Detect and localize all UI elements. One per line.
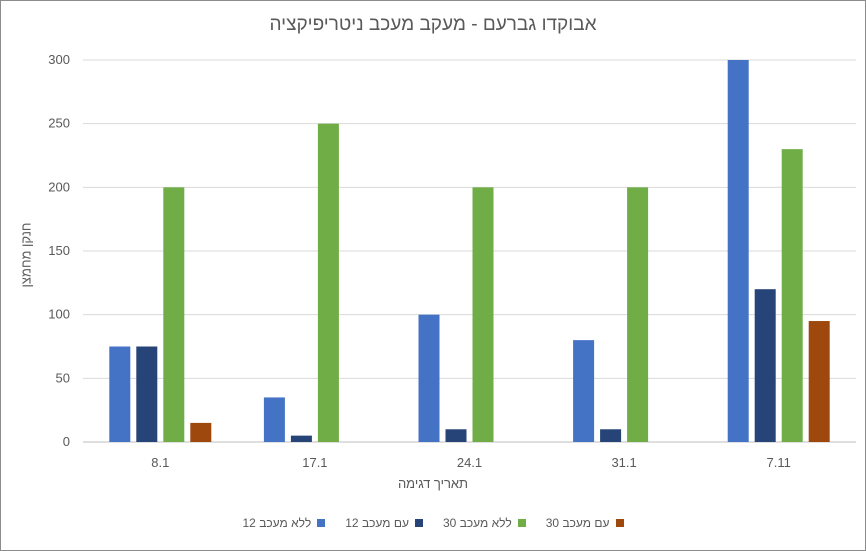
legend-swatch [415, 519, 423, 527]
chart-title: אבוקדו גברעם - מעקב מעכב ניטריפיקציה [269, 14, 597, 35]
y-tick-label: 50 [56, 370, 70, 385]
bar [418, 314, 440, 442]
legend-label: עם מעכב 30 [545, 516, 610, 530]
bar [290, 435, 312, 442]
y-tick-label: 150 [48, 243, 70, 258]
x-tick-label: 8.1 [151, 455, 169, 470]
bar [627, 187, 649, 442]
legend-item: ללא מעכב 12 [243, 516, 326, 530]
bar [573, 340, 595, 442]
bar [136, 346, 158, 442]
legend-swatch [517, 519, 526, 527]
bar [445, 429, 467, 442]
x-tick-label: 7.11 [767, 455, 791, 470]
legend-label: ללא מעכב 12 [242, 516, 312, 530]
bar [808, 321, 830, 442]
legend-item: עם מעכב 12 [345, 516, 423, 530]
x-axis-label: תאריך דגימה [397, 476, 469, 491]
bar [109, 346, 131, 442]
x-tick-label: 17.1 [302, 455, 327, 470]
x-tick-label: 31.1 [611, 455, 636, 470]
bar [781, 149, 803, 442]
legend-item: ללא מעכב 30 [443, 516, 526, 530]
chart-legend: ללא מעכב 12 עם מעכב 12 ללא מעכב 30 עם מעכב … [0, 516, 866, 530]
bar [317, 123, 339, 443]
y-tick-label: 200 [48, 179, 70, 194]
legend-item: עם מעכב 30 [546, 516, 624, 530]
legend-swatch [615, 519, 624, 527]
bar [163, 187, 185, 442]
y-tick-label: 250 [48, 116, 70, 131]
y-tick-label: 300 [48, 52, 70, 67]
bar [600, 429, 622, 442]
bar [472, 187, 494, 442]
bar [727, 60, 749, 442]
legend-label: ללא מעכב 30 [443, 516, 512, 530]
y-tick-label: 0 [63, 434, 70, 449]
y-tick-label: 100 [48, 307, 70, 322]
bar [754, 289, 776, 442]
x-tick-label: 24.1 [457, 455, 482, 470]
legend-label: עם מעכב 12 [345, 516, 409, 530]
bar [190, 422, 212, 442]
legend-swatch [317, 519, 326, 527]
bar [263, 397, 285, 442]
